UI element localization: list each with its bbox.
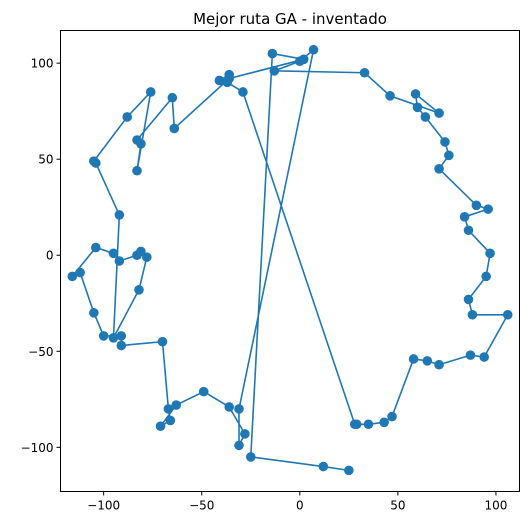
route-point	[485, 248, 495, 259]
route-point	[89, 156, 99, 166]
route-point	[132, 165, 142, 176]
axis-ticks: −100 −50 0 50 100 −100 −50 0 50 100	[21, 57, 508, 513]
route-point	[467, 309, 478, 320]
route-point	[240, 429, 250, 439]
route-point	[344, 465, 354, 476]
x-tick-label: 0	[296, 499, 304, 513]
route-point	[502, 309, 513, 320]
route-point	[157, 336, 168, 347]
x-tick-label: 50	[390, 499, 405, 513]
x-tick-label: 100	[485, 499, 508, 513]
route-point	[91, 242, 101, 253]
route-point	[155, 421, 166, 431]
route-point	[89, 308, 99, 318]
route-point	[298, 54, 309, 65]
route-point	[363, 419, 374, 430]
route-point	[163, 404, 174, 414]
route-point	[171, 400, 182, 410]
route-point	[479, 352, 489, 362]
route-point	[67, 271, 78, 282]
route-point	[412, 102, 423, 113]
route-point	[238, 87, 248, 97]
route-point	[145, 87, 156, 97]
route-point	[245, 452, 256, 462]
axes-frame	[60, 30, 520, 492]
route-point	[108, 248, 119, 259]
route-point	[422, 356, 433, 366]
route-point	[440, 137, 450, 147]
route-point	[465, 350, 476, 360]
y-tick-label: 100	[31, 57, 54, 71]
route-point	[214, 75, 225, 86]
route-point	[410, 89, 421, 99]
route-point	[116, 340, 127, 351]
route-point	[471, 200, 482, 211]
route-point	[444, 150, 454, 161]
route-point	[114, 256, 125, 266]
route-point	[385, 91, 395, 101]
route-point	[463, 225, 474, 236]
route-point	[308, 44, 319, 55]
route-point	[108, 333, 119, 343]
route-point	[122, 112, 132, 122]
route-point	[136, 246, 146, 257]
route-point	[420, 112, 431, 122]
chart-title: Mejor ruta GA - inventado	[193, 10, 387, 28]
route-point	[142, 252, 152, 262]
route-point	[169, 123, 180, 134]
route-point	[165, 415, 176, 426]
route-point	[75, 267, 85, 278]
route-point	[459, 212, 470, 222]
route-point	[224, 402, 234, 412]
x-tick-label: −50	[189, 499, 214, 513]
y-tick-label: −50	[28, 345, 53, 359]
route-point	[318, 461, 329, 472]
route-point	[224, 73, 234, 84]
route-point	[134, 285, 144, 295]
route-point	[114, 210, 125, 220]
route-point	[434, 359, 444, 370]
route-point	[387, 411, 397, 422]
route-point	[434, 164, 444, 174]
route-point	[359, 67, 370, 78]
route-point	[98, 331, 109, 341]
plot-area	[67, 44, 513, 476]
route-point	[463, 294, 474, 305]
route-point	[481, 271, 491, 282]
route-point	[234, 440, 244, 451]
route-point	[116, 331, 127, 341]
route-point	[267, 48, 278, 59]
route-point	[269, 66, 280, 76]
route-point	[351, 419, 362, 430]
y-tick-label: 50	[38, 153, 53, 167]
route-point	[198, 386, 209, 397]
route-point	[132, 135, 142, 145]
route-point	[379, 417, 389, 428]
y-tick-label: −100	[21, 441, 54, 455]
x-tick-label: −100	[87, 499, 120, 513]
y-tick-label: 0	[46, 249, 54, 263]
route-point	[167, 92, 178, 103]
route-point	[408, 354, 419, 364]
route-point	[483, 204, 493, 214]
route-point	[434, 108, 444, 118]
route-point	[234, 404, 244, 414]
